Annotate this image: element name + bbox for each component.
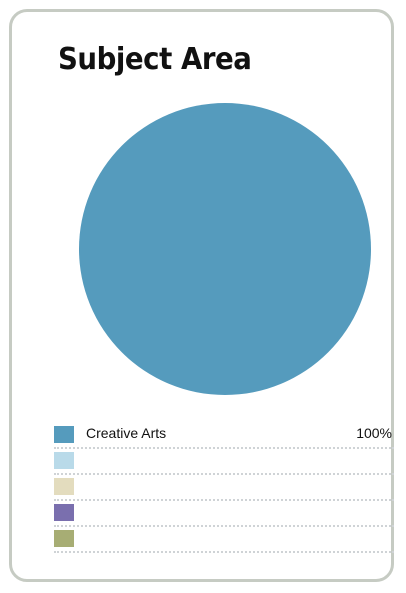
chart-title: Subject Area bbox=[58, 42, 251, 77]
pie-chart bbox=[72, 98, 378, 400]
legend-item bbox=[54, 449, 394, 475]
legend-item bbox=[54, 475, 394, 501]
legend-swatch bbox=[54, 452, 74, 469]
legend-label: Creative Arts bbox=[86, 425, 166, 441]
pie-slice-creative-arts bbox=[79, 103, 371, 395]
legend-value: 100% bbox=[356, 425, 392, 441]
pie-legend: Creative Arts 100% bbox=[54, 423, 394, 553]
subject-area-card: Subject Area Creative Arts 100% bbox=[9, 9, 394, 582]
legend-item bbox=[54, 527, 394, 553]
legend-item bbox=[54, 501, 394, 527]
legend-swatch bbox=[54, 504, 74, 521]
legend-swatch bbox=[54, 478, 74, 495]
legend-item: Creative Arts 100% bbox=[54, 423, 394, 449]
legend-swatch bbox=[54, 426, 74, 443]
legend-swatch bbox=[54, 530, 74, 547]
